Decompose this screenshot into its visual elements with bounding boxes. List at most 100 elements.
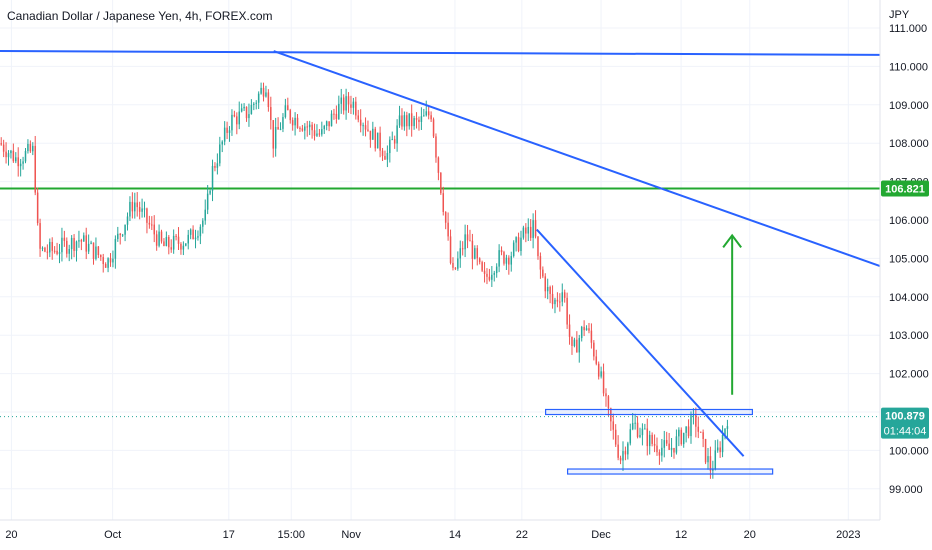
candle-body — [471, 240, 474, 259]
candle-body — [146, 208, 148, 223]
candle-body — [532, 220, 534, 238]
candle-body — [384, 155, 386, 160]
candle-body — [141, 208, 143, 212]
candle-body — [488, 276, 491, 280]
candle-body — [600, 371, 602, 377]
candle-body — [299, 127, 301, 129]
candle-body — [505, 257, 508, 264]
candle-body — [656, 445, 658, 453]
candle-body — [24, 151, 27, 162]
range-bottom-rail — [566, 468, 774, 475]
candle-body — [420, 116, 423, 122]
candle-body — [163, 241, 165, 247]
candle-body — [568, 324, 571, 337]
candle-body — [539, 256, 542, 270]
candle-body — [593, 342, 595, 357]
candle-body — [313, 130, 316, 136]
candle-body — [605, 393, 607, 397]
candle-body — [56, 250, 58, 254]
candle-body — [597, 363, 600, 377]
candle-body — [512, 242, 515, 257]
candle-body — [129, 201, 131, 217]
candle-body — [474, 248, 476, 259]
candle-body — [724, 428, 726, 435]
price-tick-label: 109.000 — [889, 100, 929, 112]
candle-body — [345, 96, 347, 111]
candle-body — [333, 113, 335, 115]
candle-body — [126, 216, 129, 225]
candle-body — [386, 153, 389, 160]
candle-body — [682, 432, 685, 445]
candle-body — [58, 252, 61, 254]
price-tick-label: 104.000 — [889, 292, 929, 304]
candle-body — [719, 447, 721, 453]
candle-body — [267, 92, 270, 108]
candle-body — [219, 144, 221, 164]
candle-body — [44, 247, 46, 252]
candle-body — [631, 423, 634, 430]
price-tick-label: 102.000 — [889, 369, 929, 381]
candle-body — [726, 426, 729, 429]
candle-body — [410, 113, 413, 127]
candle-body — [95, 246, 97, 259]
candle-body — [510, 256, 513, 265]
candle-body — [709, 456, 712, 471]
candle-body — [590, 330, 593, 343]
candle-body — [447, 222, 449, 237]
candle-body — [668, 443, 670, 450]
candle-body — [49, 241, 51, 253]
candle-body — [595, 356, 598, 364]
price-tick-label: 100.000 — [889, 445, 929, 457]
candle-body — [15, 157, 17, 162]
candle-body — [699, 431, 702, 433]
candle-body — [143, 208, 146, 210]
candle-body — [542, 269, 544, 277]
candle-body — [675, 436, 678, 453]
candle-body — [459, 248, 462, 259]
candle-body — [182, 245, 185, 250]
candle-body — [440, 172, 442, 194]
candle-body — [175, 235, 177, 237]
candle-body — [364, 125, 367, 130]
candle-body — [107, 258, 109, 268]
price-axis[interactable]: 111.000110.000109.000108.000107.000106.0… — [889, 23, 929, 496]
candle-body — [495, 266, 498, 274]
candle-body — [233, 114, 236, 117]
candle-body — [469, 240, 471, 242]
candle-body — [223, 127, 226, 142]
level-lines — [0, 187, 880, 418]
candle-body — [362, 125, 364, 127]
time-axis[interactable]: 20 Oct 17 15:00 Nov 14 22 Dec 12 20 2023 — [5, 529, 860, 541]
candle-body — [83, 235, 85, 242]
resistance-price-badge — [881, 180, 929, 197]
candle-body — [403, 115, 406, 127]
time-tick-label: 22 — [516, 529, 528, 541]
candle-body — [690, 415, 692, 437]
candle-body — [180, 243, 182, 250]
candle-body — [636, 422, 639, 437]
candle-body — [112, 258, 114, 263]
candle-body — [19, 163, 22, 167]
price-tick-label: 108.000 — [889, 138, 929, 150]
candle-body — [648, 434, 651, 447]
candle-body — [534, 220, 537, 237]
candle-body — [226, 127, 228, 133]
candle-body — [155, 234, 158, 246]
candle-body — [34, 145, 36, 193]
candle-body — [449, 236, 452, 263]
candle-body — [330, 113, 333, 127]
candle-body — [153, 224, 155, 235]
candle-body — [85, 235, 87, 252]
candle-body — [216, 163, 219, 168]
candle-body — [571, 336, 573, 346]
candle-body — [350, 104, 352, 108]
candle-body — [189, 229, 192, 235]
time-tick-label: 14 — [449, 529, 461, 541]
candle-body — [357, 115, 360, 120]
projection-arrow-head — [722, 233, 742, 248]
candle-body — [658, 452, 661, 456]
time-tick-label: 15:00 — [278, 529, 306, 541]
candle-body — [260, 87, 262, 94]
candle-body — [243, 106, 245, 109]
